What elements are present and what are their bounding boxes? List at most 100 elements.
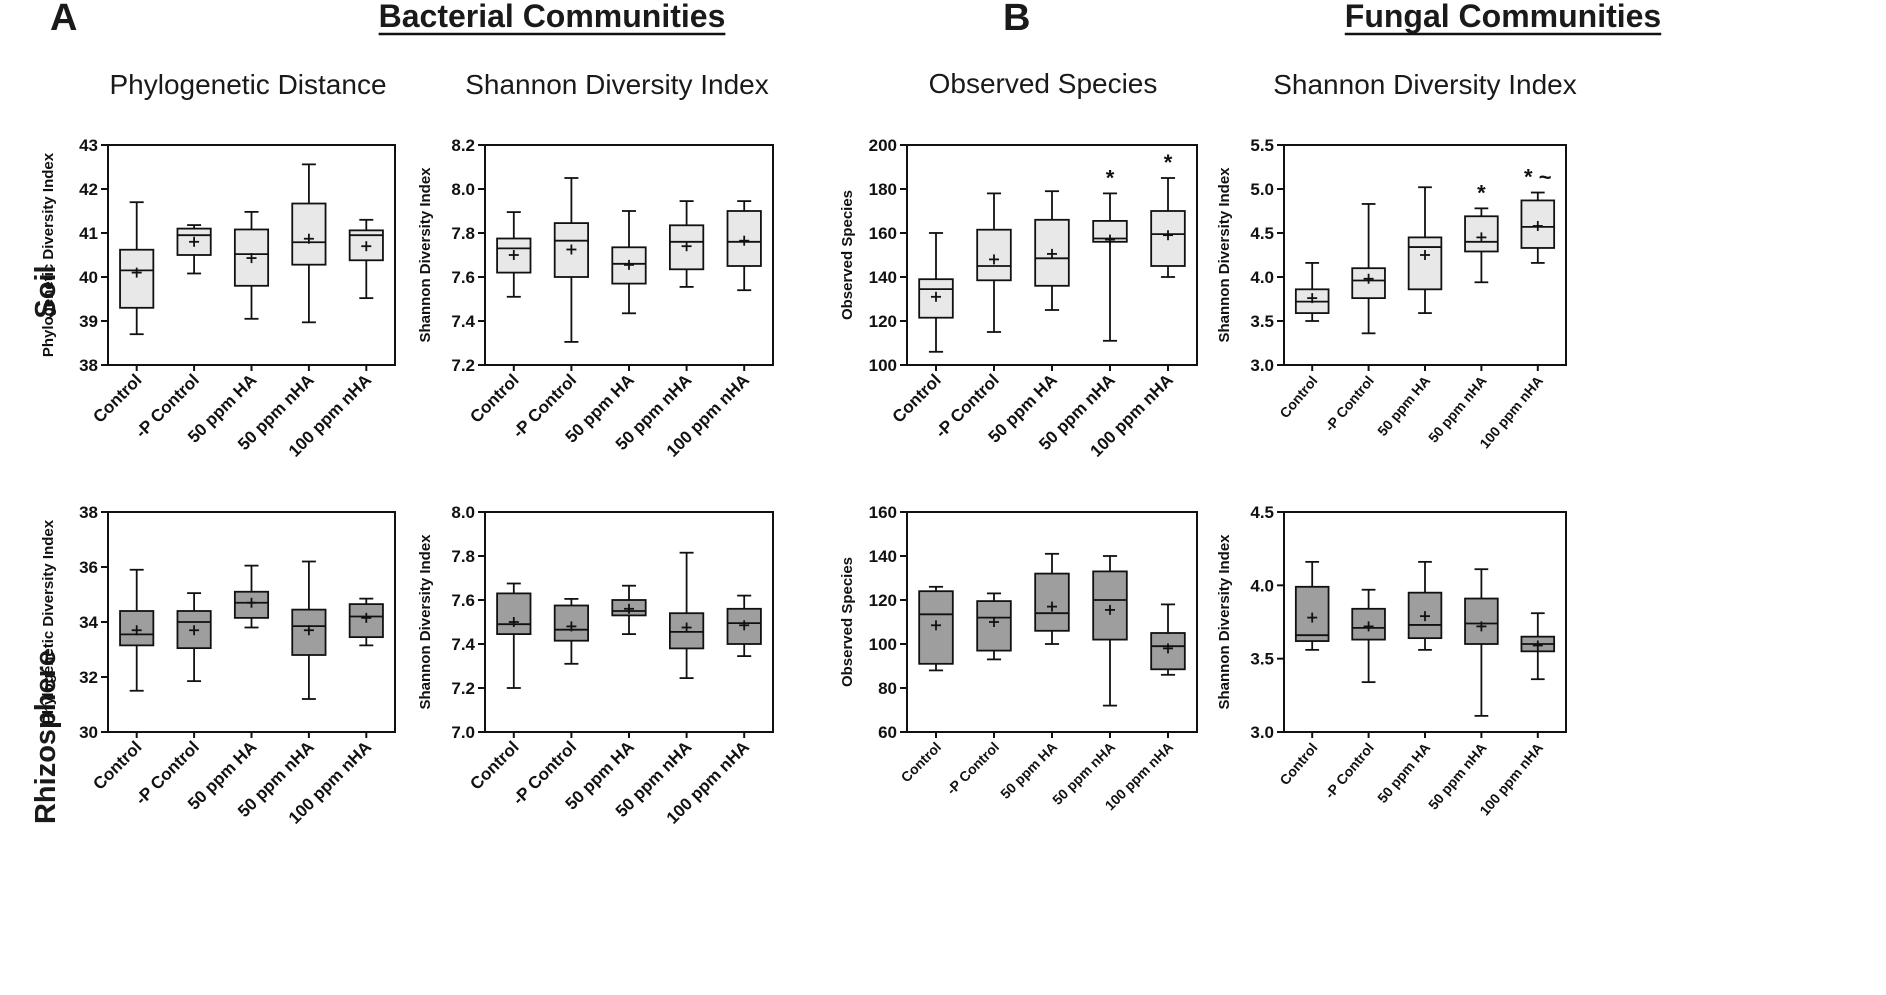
box-iqr bbox=[233, 228, 270, 287]
box-iqr bbox=[1464, 597, 1499, 645]
box-iqr bbox=[553, 222, 590, 278]
y-tick-label: 7.4 bbox=[451, 635, 475, 654]
chart-fung-rhizo-obs: 60 80 100 120 140 160 Observed Species Control -… bbox=[839, 503, 1198, 813]
y-tick-label: 100 bbox=[869, 635, 897, 654]
box-p-control bbox=[976, 192, 1012, 333]
y-axis-label: Phylogenetic Diversity Index bbox=[40, 152, 57, 357]
y-tick-label: 4.0 bbox=[1250, 576, 1274, 595]
section-title-fungal: Fungal Communities bbox=[1345, 0, 1661, 34]
box-iqr bbox=[553, 604, 590, 642]
chart-bact-rhizo-shannon: 7.0 7.2 7.4 7.6 7.8 8.0 Shannon Diversity Inde… bbox=[417, 503, 774, 828]
y-tick-label: 3.0 bbox=[1250, 356, 1274, 375]
y-tick-label: 43 bbox=[79, 136, 98, 155]
box-100-ppm-nha bbox=[1520, 612, 1556, 681]
significance-marker: * bbox=[1106, 165, 1115, 190]
box-50-ppm-nha bbox=[668, 200, 705, 288]
chart-bact-soil-shannon: Shannon Diversity Index 7.2 7.4 7.6 7.8 8.0 8.… bbox=[417, 69, 774, 461]
box-50-ppm-ha bbox=[1407, 560, 1443, 651]
box-iqr bbox=[496, 592, 532, 636]
y-tick-label: 7.2 bbox=[451, 356, 475, 375]
panel-letter-a: A bbox=[50, 0, 77, 39]
y-tick-label: 39 bbox=[79, 312, 98, 331]
box-50-ppm-nha bbox=[291, 163, 327, 324]
box-iqr bbox=[668, 612, 705, 650]
box-iqr bbox=[1407, 236, 1443, 291]
box-50-ppm-nha: * bbox=[1092, 165, 1128, 342]
y-tick-label: 7.8 bbox=[451, 547, 475, 566]
box-50-ppm-nha: * bbox=[1464, 180, 1499, 284]
box-control bbox=[1294, 560, 1330, 651]
box-50-ppm-ha bbox=[233, 210, 270, 320]
box-iqr bbox=[119, 248, 155, 309]
box-control bbox=[496, 211, 532, 298]
x-tick-label: Control bbox=[898, 739, 945, 786]
x-tick-label: Control bbox=[1276, 740, 1320, 788]
box-100-ppm-nha bbox=[348, 218, 384, 300]
box-50-ppm-ha bbox=[1407, 186, 1443, 314]
box-p-control bbox=[1351, 203, 1386, 335]
y-tick-label: 8.0 bbox=[451, 180, 475, 199]
y-axis-label: Shannon Diversity Index bbox=[417, 534, 434, 710]
chart-bact-rhizo-pd: 30 32 34 36 38 Phylogenetic Diversity Index Co… bbox=[40, 503, 396, 828]
box-100-ppm-nha bbox=[348, 597, 384, 647]
box-iqr bbox=[1034, 572, 1070, 632]
y-tick-label: 4.5 bbox=[1250, 224, 1274, 243]
box-100-ppm-nha bbox=[726, 200, 762, 292]
box-50-ppm-nha bbox=[291, 560, 327, 700]
y-tick-label: 7.0 bbox=[451, 723, 475, 742]
x-tick-label: 50 ppm HA bbox=[1374, 740, 1433, 806]
y-tick-label: 3.5 bbox=[1250, 312, 1274, 331]
x-tick-label: -P Control bbox=[943, 739, 1002, 798]
chart-title: Shannon Diversity Index bbox=[1273, 69, 1577, 100]
x-tick-label: Control bbox=[89, 370, 145, 426]
panel-letter-b: B bbox=[1003, 0, 1030, 39]
y-tick-label: 180 bbox=[869, 180, 897, 199]
y-axis-label: Observed Species bbox=[839, 190, 856, 320]
box-control bbox=[918, 232, 954, 353]
y-tick-label: 120 bbox=[869, 591, 897, 610]
x-tick-label: Control bbox=[466, 370, 522, 426]
box-p-control bbox=[553, 598, 590, 665]
y-tick-label: 7.8 bbox=[451, 224, 475, 243]
y-tick-label: 3.0 bbox=[1250, 723, 1274, 742]
box-50-ppm-nha bbox=[668, 551, 705, 679]
y-tick-label: 32 bbox=[79, 668, 98, 687]
y-axis-label: Shannon Diversity Index bbox=[1216, 167, 1233, 343]
y-tick-label: 38 bbox=[79, 503, 98, 522]
box-50-ppm-ha bbox=[1034, 190, 1070, 311]
y-axis-label: Shannon Diversity Index bbox=[417, 167, 434, 343]
box-control bbox=[119, 568, 155, 692]
y-tick-label: 7.6 bbox=[451, 268, 475, 287]
charts-layer: Phylogenetic Distance 38 39 40 41 42 43 Phyloge… bbox=[40, 68, 1577, 828]
chart-fung-soil-obs: Observed Species 100 120 140 160 180 200 Observ… bbox=[839, 68, 1198, 461]
section-title-bacterial: Bacterial Communities bbox=[379, 0, 726, 34]
y-tick-label: 8.0 bbox=[451, 503, 475, 522]
y-tick-label: 200 bbox=[869, 136, 897, 155]
chart-title: Shannon Diversity Index bbox=[465, 69, 769, 100]
y-tick-label: 38 bbox=[79, 356, 98, 375]
chart-fung-soil-shannon: Shannon Diversity Index 3.0 3.5 4.0 4.5 5.0 5.… bbox=[1216, 69, 1577, 451]
row-label-rhizosphere: Rhizosphere bbox=[30, 650, 62, 824]
y-axis-label: Observed Species bbox=[839, 557, 856, 687]
box-p-control bbox=[176, 592, 212, 683]
box-50-ppm-nha bbox=[1092, 555, 1128, 707]
y-tick-label: 60 bbox=[878, 723, 897, 742]
box-100-ppm-nha: * bbox=[1150, 150, 1186, 278]
significance-marker: * bbox=[1477, 180, 1486, 205]
box-p-control bbox=[1351, 588, 1386, 684]
y-tick-label: 5.0 bbox=[1250, 180, 1274, 199]
y-axis-label: Shannon Diversity Index bbox=[1216, 534, 1233, 710]
y-tick-label: 7.6 bbox=[451, 591, 475, 610]
box-control bbox=[496, 582, 532, 689]
box-p-control bbox=[976, 592, 1012, 661]
box-control bbox=[1294, 262, 1330, 322]
x-tick-label: -P Control bbox=[1321, 740, 1377, 802]
y-tick-label: 160 bbox=[869, 224, 897, 243]
y-tick-label: 140 bbox=[869, 268, 897, 287]
y-tick-label: 30 bbox=[79, 723, 98, 742]
row-label-soil: Soil bbox=[30, 265, 62, 318]
x-tick-label: -P Control bbox=[1321, 373, 1377, 435]
chart-title: Observed Species bbox=[929, 68, 1158, 99]
y-tick-label: 4.5 bbox=[1250, 503, 1274, 522]
